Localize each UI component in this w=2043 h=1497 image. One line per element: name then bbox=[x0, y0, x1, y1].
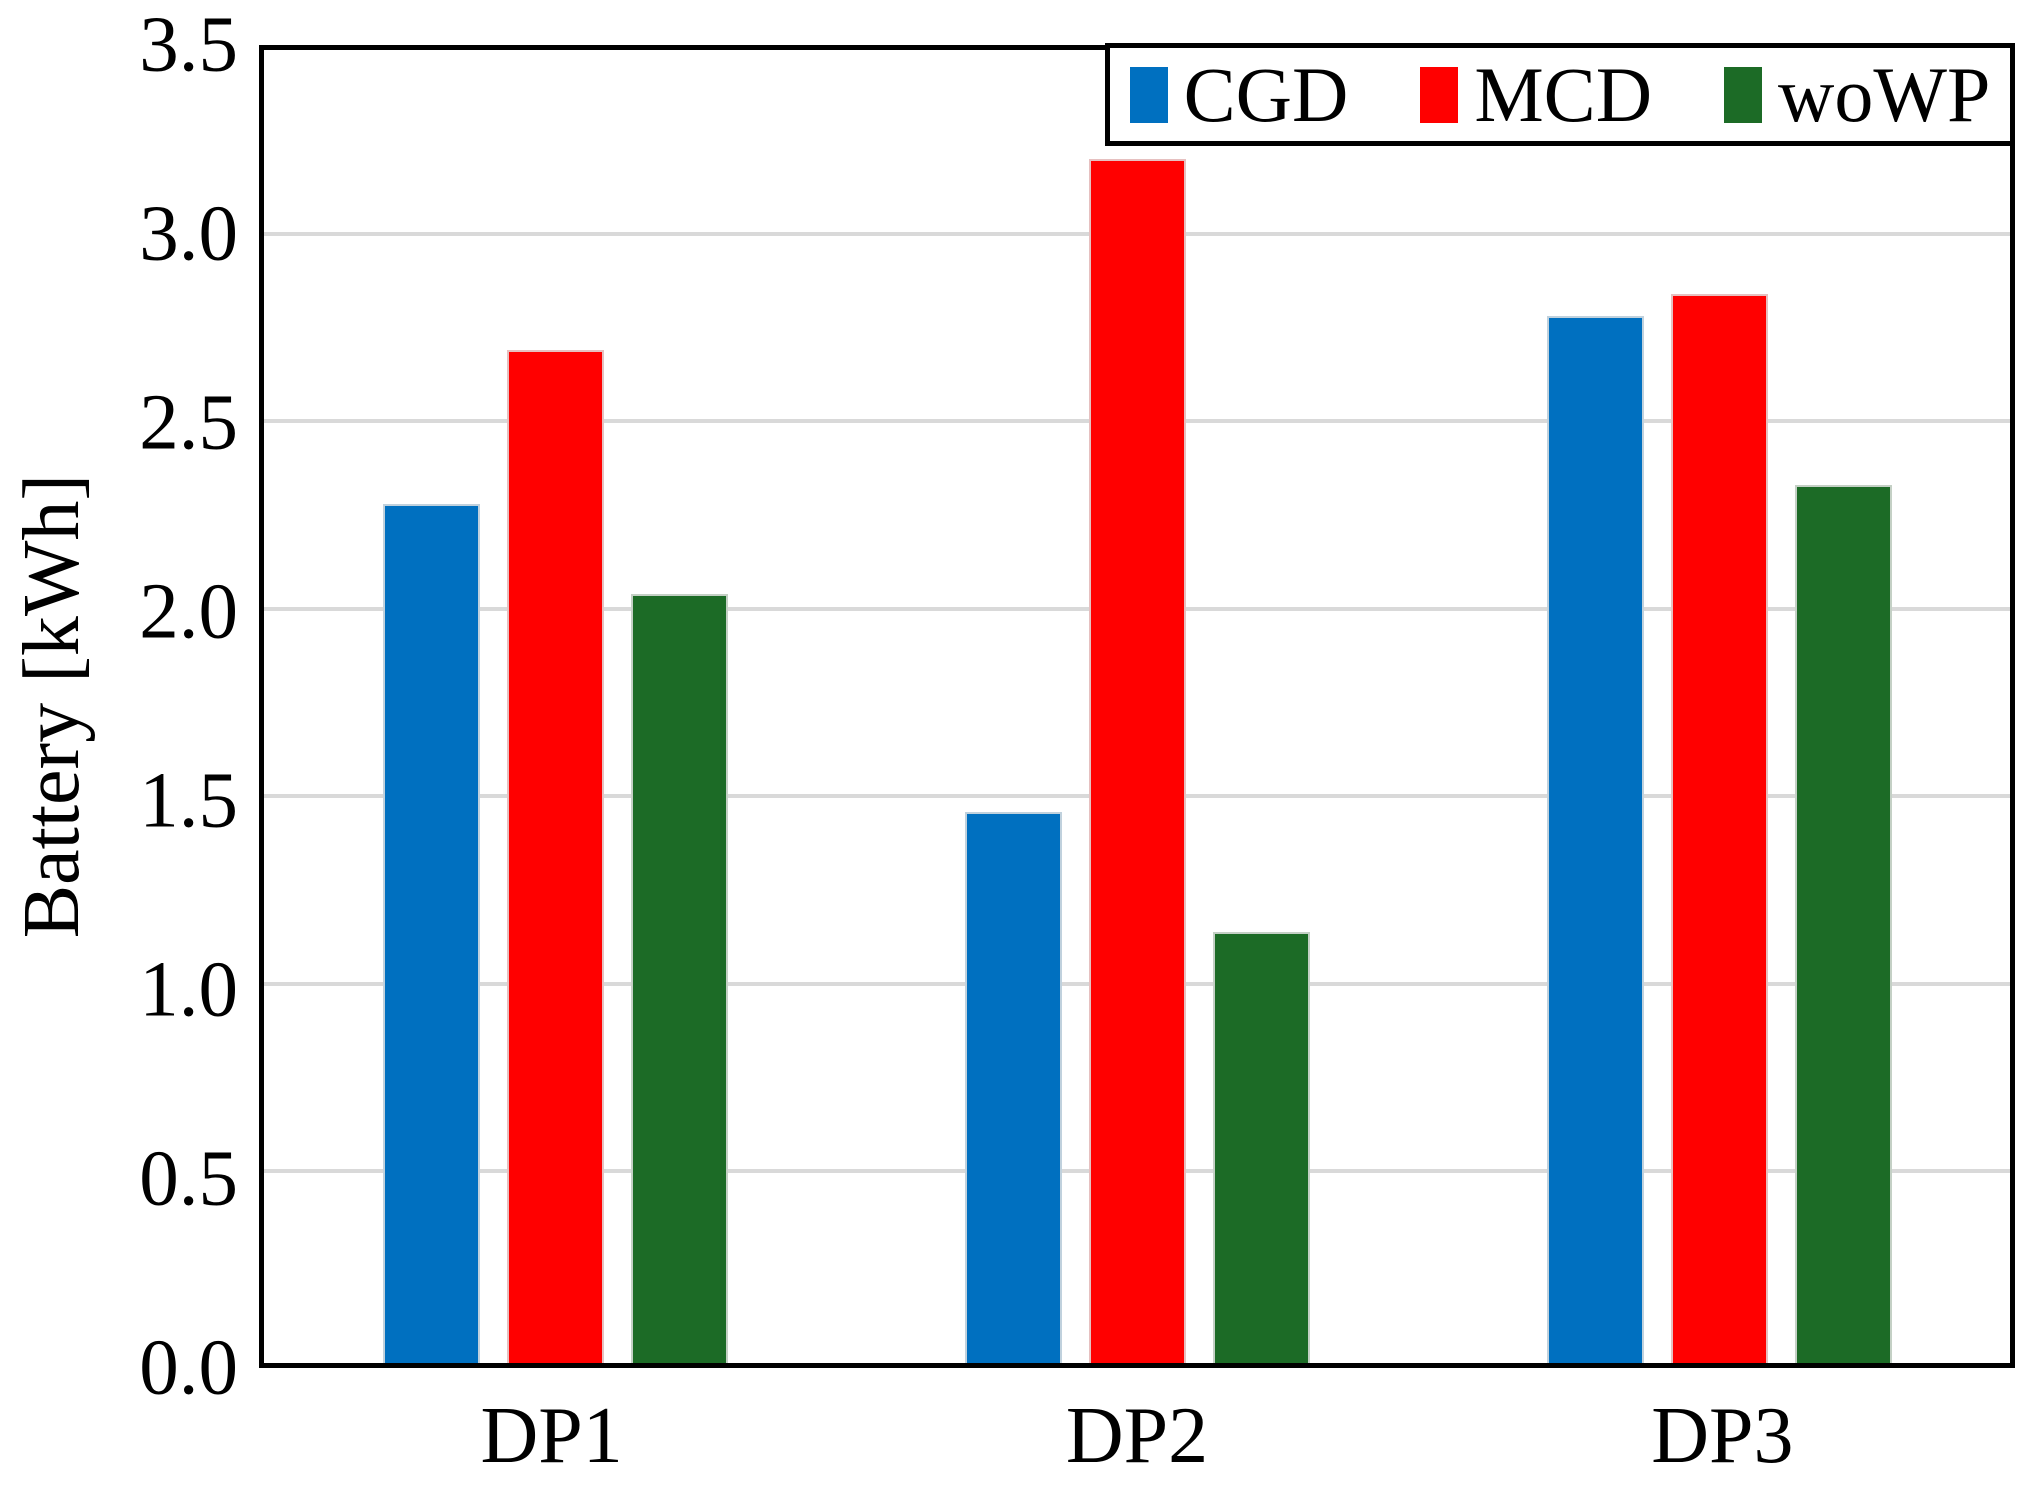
bar-woWP-DP3 bbox=[1794, 485, 1892, 1363]
x-axis-labels: DP1 DP2 DP3 bbox=[259, 1392, 2015, 1480]
legend: CGD MCD woWP bbox=[1105, 43, 2015, 146]
bar-CGD-DP3 bbox=[1546, 316, 1644, 1363]
legend-swatch-CGD bbox=[1129, 66, 1168, 123]
y-tick-label-1.0: 1.0 bbox=[139, 946, 238, 1034]
y-tick-label-0.0: 0.0 bbox=[139, 1324, 238, 1412]
bar-CGD-DP2 bbox=[964, 811, 1062, 1363]
bar-MCD-DP2 bbox=[1088, 158, 1186, 1363]
y-axis-ticks: 0.0 0.5 1.0 1.5 2.0 2.5 3.0 3.5 bbox=[0, 6, 238, 1408]
bar-MCD-DP1 bbox=[506, 350, 604, 1363]
legend-item-CGD: CGD bbox=[1129, 50, 1349, 138]
bar-MCD-DP3 bbox=[1670, 293, 1768, 1363]
y-tick-label-0.5: 0.5 bbox=[139, 1135, 238, 1223]
x-axis-label-DP3: DP3 bbox=[1651, 1392, 1794, 1480]
bar-CGD-DP1 bbox=[382, 503, 480, 1363]
bar-group-DP2 bbox=[846, 50, 1428, 1363]
legend-item-MCD: MCD bbox=[1420, 50, 1653, 138]
legend-label-woWP: woWP bbox=[1778, 50, 1991, 138]
plot-area bbox=[259, 45, 2015, 1368]
legend-label-MCD: MCD bbox=[1474, 50, 1653, 138]
bar-woWP-DP1 bbox=[630, 593, 728, 1363]
bar-group-DP3 bbox=[1428, 50, 2010, 1363]
legend-label-CGD: CGD bbox=[1183, 50, 1349, 138]
x-axis-label-DP1: DP1 bbox=[480, 1392, 623, 1480]
legend-swatch-MCD bbox=[1420, 66, 1459, 123]
y-tick-label-1.5: 1.5 bbox=[139, 757, 238, 845]
bars-layer bbox=[264, 50, 2010, 1363]
legend-swatch-woWP bbox=[1724, 66, 1763, 123]
y-tick-label-2.5: 2.5 bbox=[139, 379, 238, 467]
y-tick-label-2.0: 2.0 bbox=[139, 568, 238, 656]
x-axis-label-DP2: DP2 bbox=[1065, 1392, 1209, 1480]
bar-group-DP1 bbox=[264, 50, 846, 1363]
bar-woWP-DP2 bbox=[1212, 931, 1310, 1363]
y-tick-label-3.5: 3.5 bbox=[139, 1, 238, 89]
y-tick-label-3.0: 3.0 bbox=[139, 190, 238, 278]
legend-item-woWP: woWP bbox=[1724, 50, 1991, 138]
